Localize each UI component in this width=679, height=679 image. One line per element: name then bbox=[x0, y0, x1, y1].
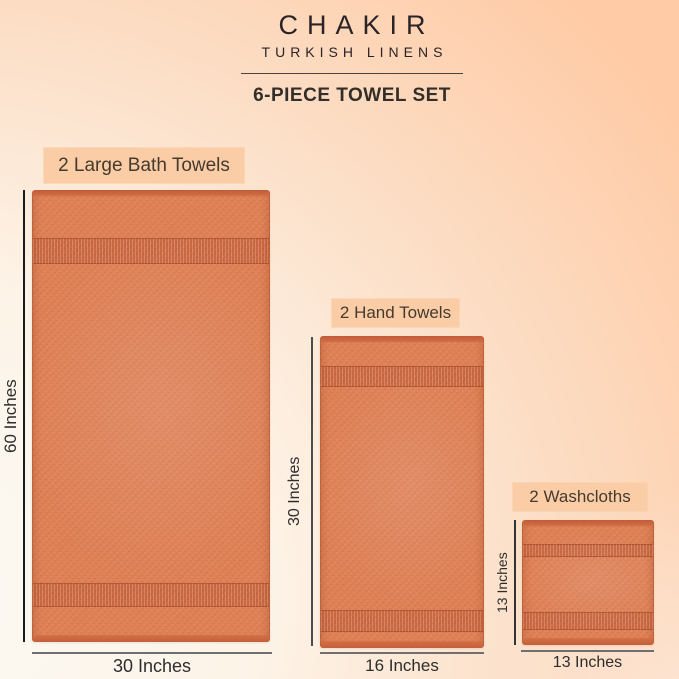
hand-width-label: 16 Inches bbox=[365, 656, 439, 675]
washcloth-width-label: 13 Inches bbox=[552, 654, 623, 671]
hand-towel-label: 2 Hand Towels bbox=[332, 299, 459, 327]
bath-height-label: 60 Inches bbox=[1, 379, 20, 453]
hand-towel-image bbox=[320, 336, 484, 648]
bath-width-label: 30 Inches bbox=[112, 656, 192, 676]
brand-name: CHAKIR bbox=[278, 10, 435, 40]
hand-towel-bottom-border-band bbox=[321, 610, 483, 632]
set-title: 6-PIECE TOWEL SET bbox=[253, 85, 451, 106]
washcloth-width-dimension-line bbox=[521, 650, 654, 652]
washcloth-top-edge bbox=[523, 520, 653, 527]
hand-width-dimension-line bbox=[320, 652, 484, 654]
bath-towel-top-edge bbox=[33, 190, 269, 197]
hand-towel-top-border-band bbox=[321, 366, 483, 387]
hand-towel-top-edge bbox=[321, 336, 483, 343]
bath-towel-image bbox=[32, 190, 270, 642]
bath-width-dimension-line bbox=[32, 652, 272, 654]
header-divider bbox=[241, 73, 463, 74]
hand-height-dimension-line bbox=[311, 337, 313, 646]
washcloth-height-label: 13 Inches bbox=[494, 552, 510, 613]
bath-towel-label: 2 Large Bath Towels bbox=[44, 148, 244, 183]
hand-height-label: 30 Inches bbox=[286, 456, 303, 527]
washcloth-bottom-edge bbox=[523, 637, 653, 645]
washcloth-label: 2 Washcloths bbox=[513, 483, 647, 511]
bath-towel-top-border-band bbox=[33, 238, 269, 264]
washcloth-top-border-band bbox=[523, 544, 653, 557]
hand-towel-bottom-edge bbox=[321, 640, 483, 648]
washcloth-height-dimension-line bbox=[514, 520, 516, 645]
bath-towel-bottom-edge bbox=[33, 634, 269, 642]
brand-header: CHAKIR TURKISH LINENS 6-PIECE TOWEL SET bbox=[212, 10, 492, 107]
bath-towel-bottom-border-band bbox=[33, 583, 269, 607]
washcloth-bottom-border-band bbox=[523, 612, 653, 630]
brand-subtitle: TURKISH LINENS bbox=[261, 44, 448, 60]
washcloth-image bbox=[522, 520, 654, 645]
bath-height-dimension-line bbox=[23, 190, 25, 642]
